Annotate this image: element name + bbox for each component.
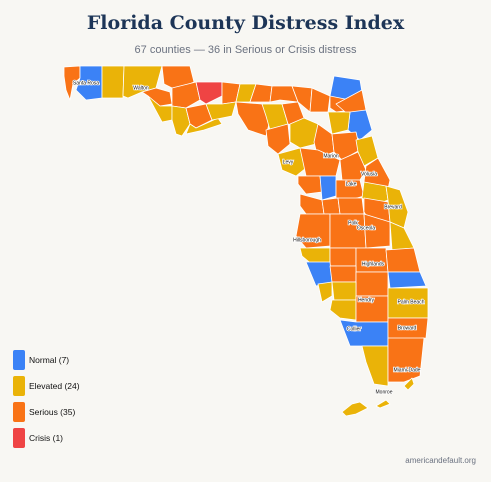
county-shape-elevated xyxy=(329,299,357,321)
legend-item-normal: Normal (7) xyxy=(13,350,80,370)
county-shape-crisis xyxy=(195,81,223,105)
county-shape-elevated xyxy=(355,135,379,167)
county-shape-elevated xyxy=(361,345,389,387)
county-shape-serious xyxy=(329,247,357,267)
county-shape-elevated xyxy=(185,117,223,135)
county-shape-serious xyxy=(329,265,357,283)
legend-swatch-normal xyxy=(13,350,25,370)
county-shape-serious xyxy=(321,197,341,215)
legend-item-crisis: Crisis (1) xyxy=(13,428,80,448)
county-shape-serious xyxy=(387,317,429,341)
county-label: Broward xyxy=(398,325,417,331)
county-shape-serious xyxy=(339,151,367,181)
legend-label-normal: Normal (7) xyxy=(29,355,70,365)
legend-label-serious: Serious (35) xyxy=(29,407,76,417)
legend-swatch-serious xyxy=(13,402,25,422)
county-shape-elevated xyxy=(101,65,125,99)
county-shape-serious xyxy=(337,197,365,215)
county-label: Highlands xyxy=(362,261,385,267)
county-shape-normal xyxy=(387,271,427,289)
county-label: Santa Rosa xyxy=(73,80,99,86)
county-label: Monroe xyxy=(376,389,393,395)
county-shape-serious xyxy=(355,271,389,297)
county-shape-serious xyxy=(295,213,331,249)
county-shape-normal xyxy=(319,175,337,201)
county-label: Hendry xyxy=(358,297,375,303)
legend-item-serious: Serious (35) xyxy=(13,402,80,422)
legend-item-elevated: Elevated (24) xyxy=(13,376,80,396)
county-label: Marion xyxy=(323,153,339,159)
county-label: Polk xyxy=(348,220,358,226)
county-shape-serious xyxy=(299,193,325,215)
county-label: Levy xyxy=(283,159,294,165)
county-label: Miami-Dade xyxy=(394,367,421,373)
county-shape-elevated xyxy=(205,101,237,121)
county-shape-elevated xyxy=(403,377,415,391)
county-shape-serious xyxy=(363,213,391,249)
map-subtitle: 67 counties — 36 in Serious or Crisis di… xyxy=(134,44,357,56)
county-shape-elevated xyxy=(331,281,357,301)
legend-swatch-crisis xyxy=(13,428,25,448)
legend: Normal (7) Elevated (24) Serious (35) Cr… xyxy=(13,350,80,454)
county-label: Brevard xyxy=(384,204,402,210)
county-shape-normal xyxy=(339,319,389,347)
county-shape-serious xyxy=(297,175,323,195)
county-label: Collier xyxy=(347,326,362,332)
county-label: Walton xyxy=(133,85,149,91)
county-shape-elevated xyxy=(327,111,351,135)
legend-swatch-elevated xyxy=(13,376,25,396)
county-shape-serious xyxy=(171,81,201,109)
county-shape-serious xyxy=(299,147,341,177)
county-label: Palm Beach xyxy=(398,299,425,305)
county-label: Hillsborough xyxy=(293,237,321,243)
county-shape-serious xyxy=(269,85,299,103)
county-shape-serious xyxy=(355,247,389,273)
county-shape-serious xyxy=(265,123,291,155)
source-credit: americandefault.org xyxy=(405,456,476,465)
county-shape-elevated xyxy=(341,401,369,417)
legend-label-elevated: Elevated (24) xyxy=(29,381,80,391)
county-shape-serious xyxy=(385,247,421,273)
county-label: Osceola xyxy=(357,225,376,231)
county-shape-elevated xyxy=(289,117,319,149)
map-title: Florida County Distress Index xyxy=(86,12,405,34)
legend-label-crisis: Crisis (1) xyxy=(29,433,63,443)
county-label: Lake xyxy=(346,181,357,187)
county-shape-elevated xyxy=(375,399,391,409)
county-label: Volusia xyxy=(361,171,377,177)
county-shape-elevated xyxy=(277,147,307,177)
county-shape-serious xyxy=(309,87,331,113)
county-shape-elevated xyxy=(317,281,333,303)
county-shape-serious xyxy=(387,337,425,383)
